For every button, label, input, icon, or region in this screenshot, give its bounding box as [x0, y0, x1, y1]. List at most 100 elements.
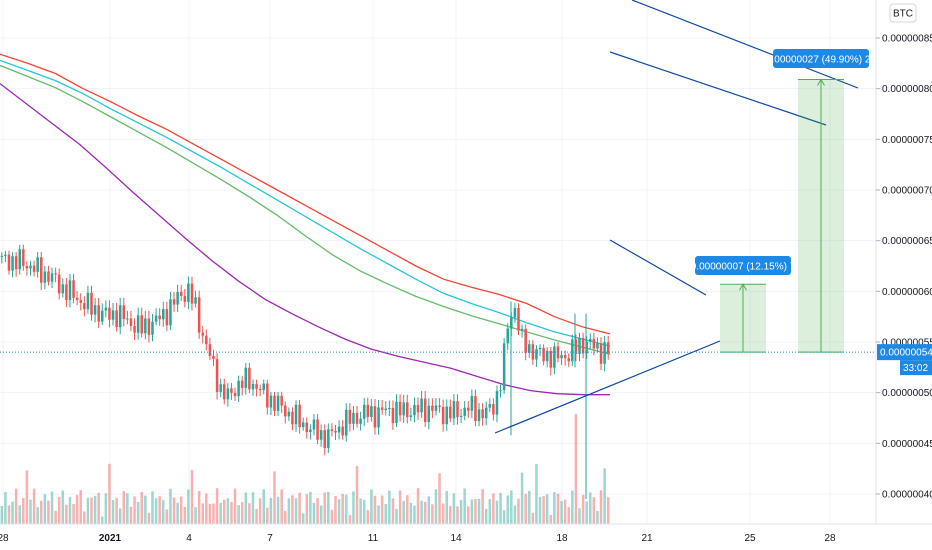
- candle-body: [97, 305, 100, 322]
- candle-body: [43, 271, 47, 283]
- volume-bar: [348, 515, 352, 524]
- volume-bar: [140, 492, 143, 524]
- candle-body: [456, 401, 459, 418]
- volume-bar: [492, 493, 495, 524]
- volume-bar: [563, 499, 567, 524]
- countdown-label: 33:02: [903, 363, 928, 374]
- currency-badge-frame: [889, 3, 917, 23]
- volume-bar: [68, 497, 72, 524]
- trendline[interactable]: [609, 239, 707, 296]
- candle-body: [467, 407, 470, 411]
- candle-body: [359, 418, 362, 424]
- trendlines[interactable]: [494, 0, 859, 434]
- volume-bar: [208, 503, 212, 524]
- candle-body: [316, 419, 319, 440]
- volume-bar: [43, 494, 47, 524]
- candle-body: [441, 406, 445, 425]
- candle-body: [438, 405, 441, 407]
- candle-body: [463, 407, 466, 416]
- candle-body: [18, 249, 21, 270]
- candle-body: [413, 404, 416, 416]
- volume-bar: [262, 489, 265, 524]
- volume-bar: [291, 495, 294, 524]
- candle-body: [556, 346, 560, 359]
- volume-bar: [366, 510, 370, 524]
- candle-body: [542, 347, 545, 362]
- volume-bar: [90, 497, 93, 524]
- candle-body: [280, 395, 283, 406]
- candle-body: [553, 346, 556, 368]
- volume-bar: [327, 491, 330, 524]
- volume-bar: [190, 469, 194, 524]
- trendline[interactable]: [609, 51, 827, 126]
- candle-body: [183, 296, 187, 302]
- volume-bar: [427, 496, 431, 524]
- candle-body: [11, 256, 14, 271]
- volume-bar: [585, 501, 588, 524]
- trendline[interactable]: [631, 0, 859, 89]
- volume-bar: [445, 491, 448, 524]
- candle-body: [380, 407, 384, 410]
- volume-bar: [323, 492, 326, 524]
- projection-label: 0.00000007 (12.15%) 7: [691, 262, 796, 273]
- volume-bar: [179, 496, 183, 524]
- candle-body: [578, 338, 581, 354]
- volume-bar: [484, 508, 488, 524]
- candle-body: [118, 305, 122, 328]
- volume-bar: [97, 492, 100, 524]
- volume-bar: [36, 507, 39, 524]
- volume-bar: [409, 502, 413, 524]
- volume-bar: [201, 503, 204, 524]
- volume-bar: [233, 488, 237, 524]
- trendline[interactable]: [494, 340, 721, 434]
- candle-body: [298, 404, 301, 428]
- volume-bar: [567, 507, 570, 524]
- candle-body: [54, 273, 57, 275]
- candle-body: [355, 412, 359, 424]
- volume-bar: [273, 471, 276, 524]
- volume-bar: [65, 504, 68, 524]
- volume-bars: [0, 414, 610, 524]
- volume-bar: [40, 500, 43, 524]
- volume-bar: [596, 510, 599, 524]
- volume-bar: [151, 491, 154, 524]
- volume-bar: [133, 496, 136, 524]
- y-tick-label: 0.00000070: [882, 186, 932, 197]
- volume-bar: [258, 498, 262, 524]
- volume-bar: [481, 489, 484, 524]
- candle-body: [215, 359, 219, 392]
- candle-body: [309, 429, 312, 433]
- volume-bar: [57, 496, 61, 524]
- projection-boxes[interactable]: 0.00000007 (12.15%) 7 0.00000027 (49.90%)…: [691, 49, 877, 353]
- candle-body: [251, 383, 255, 390]
- candle-body: [567, 358, 570, 362]
- volume-bar: [230, 501, 233, 524]
- candle-body: [83, 303, 86, 310]
- volume-bar: [337, 499, 341, 524]
- volume-bar: [129, 506, 133, 524]
- y-tick-label: 0.00000080: [882, 84, 932, 95]
- volume-bar: [556, 493, 560, 524]
- volume-bar: [54, 510, 57, 524]
- candle-body: [162, 309, 165, 320]
- candle-body: [377, 407, 380, 428]
- candle-body: [86, 292, 90, 310]
- candle-body: [201, 332, 204, 336]
- candle-body: [323, 430, 326, 448]
- volume-bar: [194, 507, 197, 524]
- price-axis[interactable]: 0.00000085 0.00000080 0.00000075 0.00000070…: [876, 34, 932, 501]
- candle-body: [179, 291, 183, 297]
- y-tick-label: 0.00000040: [882, 490, 932, 501]
- candle-body: [388, 407, 391, 409]
- x-tick-label: 21: [641, 533, 653, 544]
- time-axis[interactable]: 28 2021 4 7 11 14 18 21 25 28: [0, 533, 836, 544]
- candle-body: [205, 335, 208, 345]
- volume-bar: [395, 508, 398, 524]
- currency-badge[interactable]: BTC: [889, 3, 917, 23]
- candle-body: [101, 310, 104, 322]
- y-tick-label: 0.00000065: [882, 236, 932, 247]
- candle-body: [549, 350, 553, 368]
- volume-bar: [420, 500, 423, 524]
